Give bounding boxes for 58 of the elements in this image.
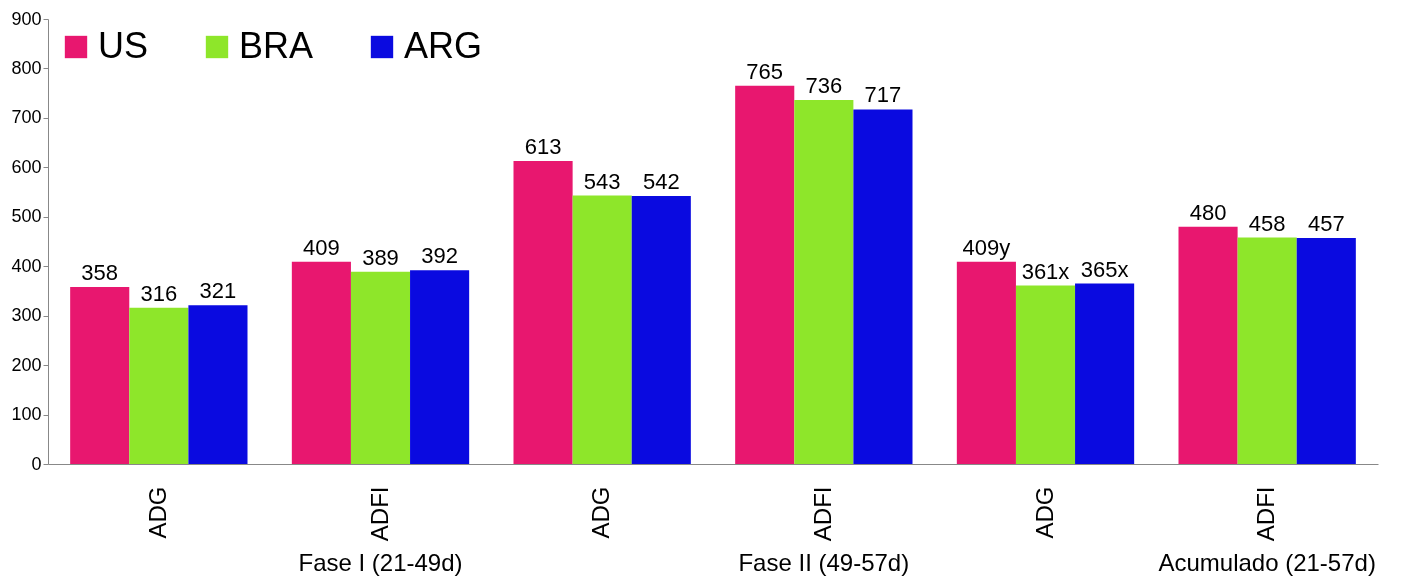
bar: [956, 261, 1016, 464]
data-label: 613: [524, 133, 562, 159]
bar: [70, 286, 130, 464]
bar: [1296, 238, 1356, 464]
data-label: 321: [199, 278, 237, 304]
bar: [129, 307, 189, 464]
data-label: 543: [583, 168, 621, 194]
x-tick-label: ADG: [587, 486, 615, 539]
data-label: 480: [1189, 199, 1227, 225]
bar: [188, 305, 248, 464]
y-tick-label: 500: [11, 206, 42, 227]
bar: [1178, 226, 1238, 464]
data-label: 409y: [962, 234, 1011, 260]
bar: [794, 100, 854, 464]
text: Fase II (49-57d): [738, 549, 910, 576]
x-tick-label: ADG: [143, 486, 171, 539]
bar: [291, 261, 351, 464]
data-label: 409: [303, 234, 340, 260]
y-tick-label: 600: [11, 156, 42, 177]
legend-label: US: [98, 25, 149, 66]
bar: [735, 85, 795, 464]
x-tick-label: ADFI: [365, 486, 393, 542]
legend-label: ARG: [404, 25, 483, 66]
x-tick-label: ADFI: [808, 486, 836, 542]
bar: [513, 160, 573, 464]
data-label: 717: [864, 82, 902, 108]
data-label: 358: [81, 259, 119, 285]
bar: [1237, 237, 1297, 464]
bar: [631, 196, 691, 464]
y-tick-label: 300: [11, 305, 42, 326]
data-label: 736: [805, 73, 843, 99]
bar: [853, 109, 913, 464]
y-tick-label: 900: [11, 8, 42, 29]
data-label: 361x: [1021, 258, 1070, 284]
x-tick-label: ADFI: [1252, 486, 1280, 542]
x-tick-label: ADG: [1030, 486, 1058, 539]
text: Acumulado (21-57d): [1158, 549, 1376, 576]
data-label: 316: [140, 280, 178, 306]
data-label: 392: [421, 243, 458, 269]
y-tick-label: 400: [11, 255, 42, 276]
data-label: 765: [746, 58, 784, 84]
bar: [1075, 283, 1135, 464]
y-tick-label: 800: [11, 57, 42, 78]
data-label: 542: [642, 169, 680, 195]
bar: [410, 270, 470, 464]
bar: [1015, 285, 1076, 464]
y-tick-label: 0: [31, 453, 42, 474]
data-label: 458: [1248, 210, 1286, 236]
legend-label: BRA: [239, 25, 314, 66]
y-tick-label: 200: [11, 354, 42, 375]
data-label: 389: [362, 244, 399, 270]
y-tick-label: 100: [11, 404, 42, 425]
bar: [350, 271, 411, 464]
data-label: 457: [1307, 211, 1345, 237]
y-tick-label: 700: [11, 107, 42, 128]
bar: [572, 195, 632, 464]
data-label: 365x: [1080, 256, 1129, 282]
text: Fase I (21-49d): [298, 549, 463, 576]
